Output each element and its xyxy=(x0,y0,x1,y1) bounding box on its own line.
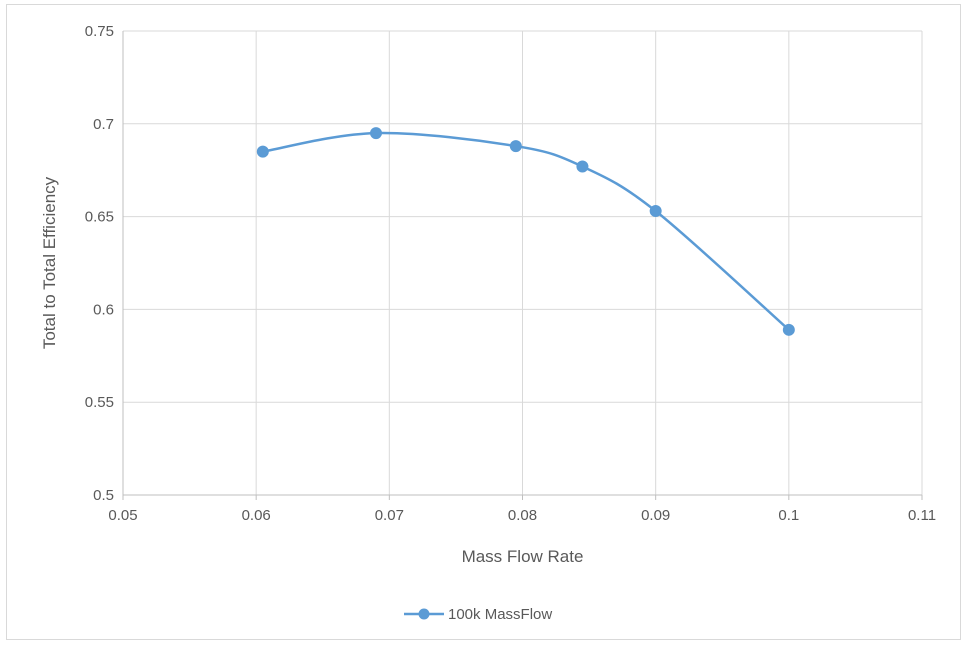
x-tick-label: 0.11 xyxy=(908,507,936,524)
data-point xyxy=(509,140,522,153)
legend-marker-swatch xyxy=(418,608,430,620)
x-tick-label: 0.07 xyxy=(375,507,404,524)
data-point xyxy=(576,160,589,173)
legend-label: 100k MassFlow xyxy=(448,606,552,623)
x-tick-label: 0.1 xyxy=(778,507,799,524)
legend: 100k MassFlow xyxy=(404,606,552,623)
data-point xyxy=(649,205,662,218)
x-tick-label: 0.09 xyxy=(641,507,670,524)
data-point xyxy=(370,127,383,140)
series-line xyxy=(262,131,790,331)
x-tick-label: 0.08 xyxy=(508,507,537,524)
x-tick-label: 0.06 xyxy=(242,507,271,524)
chart-frame xyxy=(6,4,961,640)
y-tick-label: 0.75 xyxy=(85,23,114,40)
x-tick-label: 0.05 xyxy=(108,507,137,524)
series-layer xyxy=(256,127,795,336)
y-tick-label: 0.5 xyxy=(93,487,114,504)
y-tick-label: 0.7 xyxy=(93,116,114,133)
y-axis-title: Total to Total Efficiency xyxy=(40,176,59,349)
y-tick-label: 0.55 xyxy=(85,394,114,411)
tick-labels: 0.05 0.06 0.07 0.08 0.09 0.1 0.11 0.5 0.55 0.6 0.6… xyxy=(85,23,936,524)
y-tick-label: 0.65 xyxy=(85,209,114,226)
data-point xyxy=(782,323,795,336)
x-axis-title: Mass Flow Rate xyxy=(462,547,584,566)
data-point xyxy=(256,145,269,158)
axes xyxy=(122,31,923,500)
y-tick-label: 0.6 xyxy=(93,301,114,318)
gridlines xyxy=(123,30,923,495)
